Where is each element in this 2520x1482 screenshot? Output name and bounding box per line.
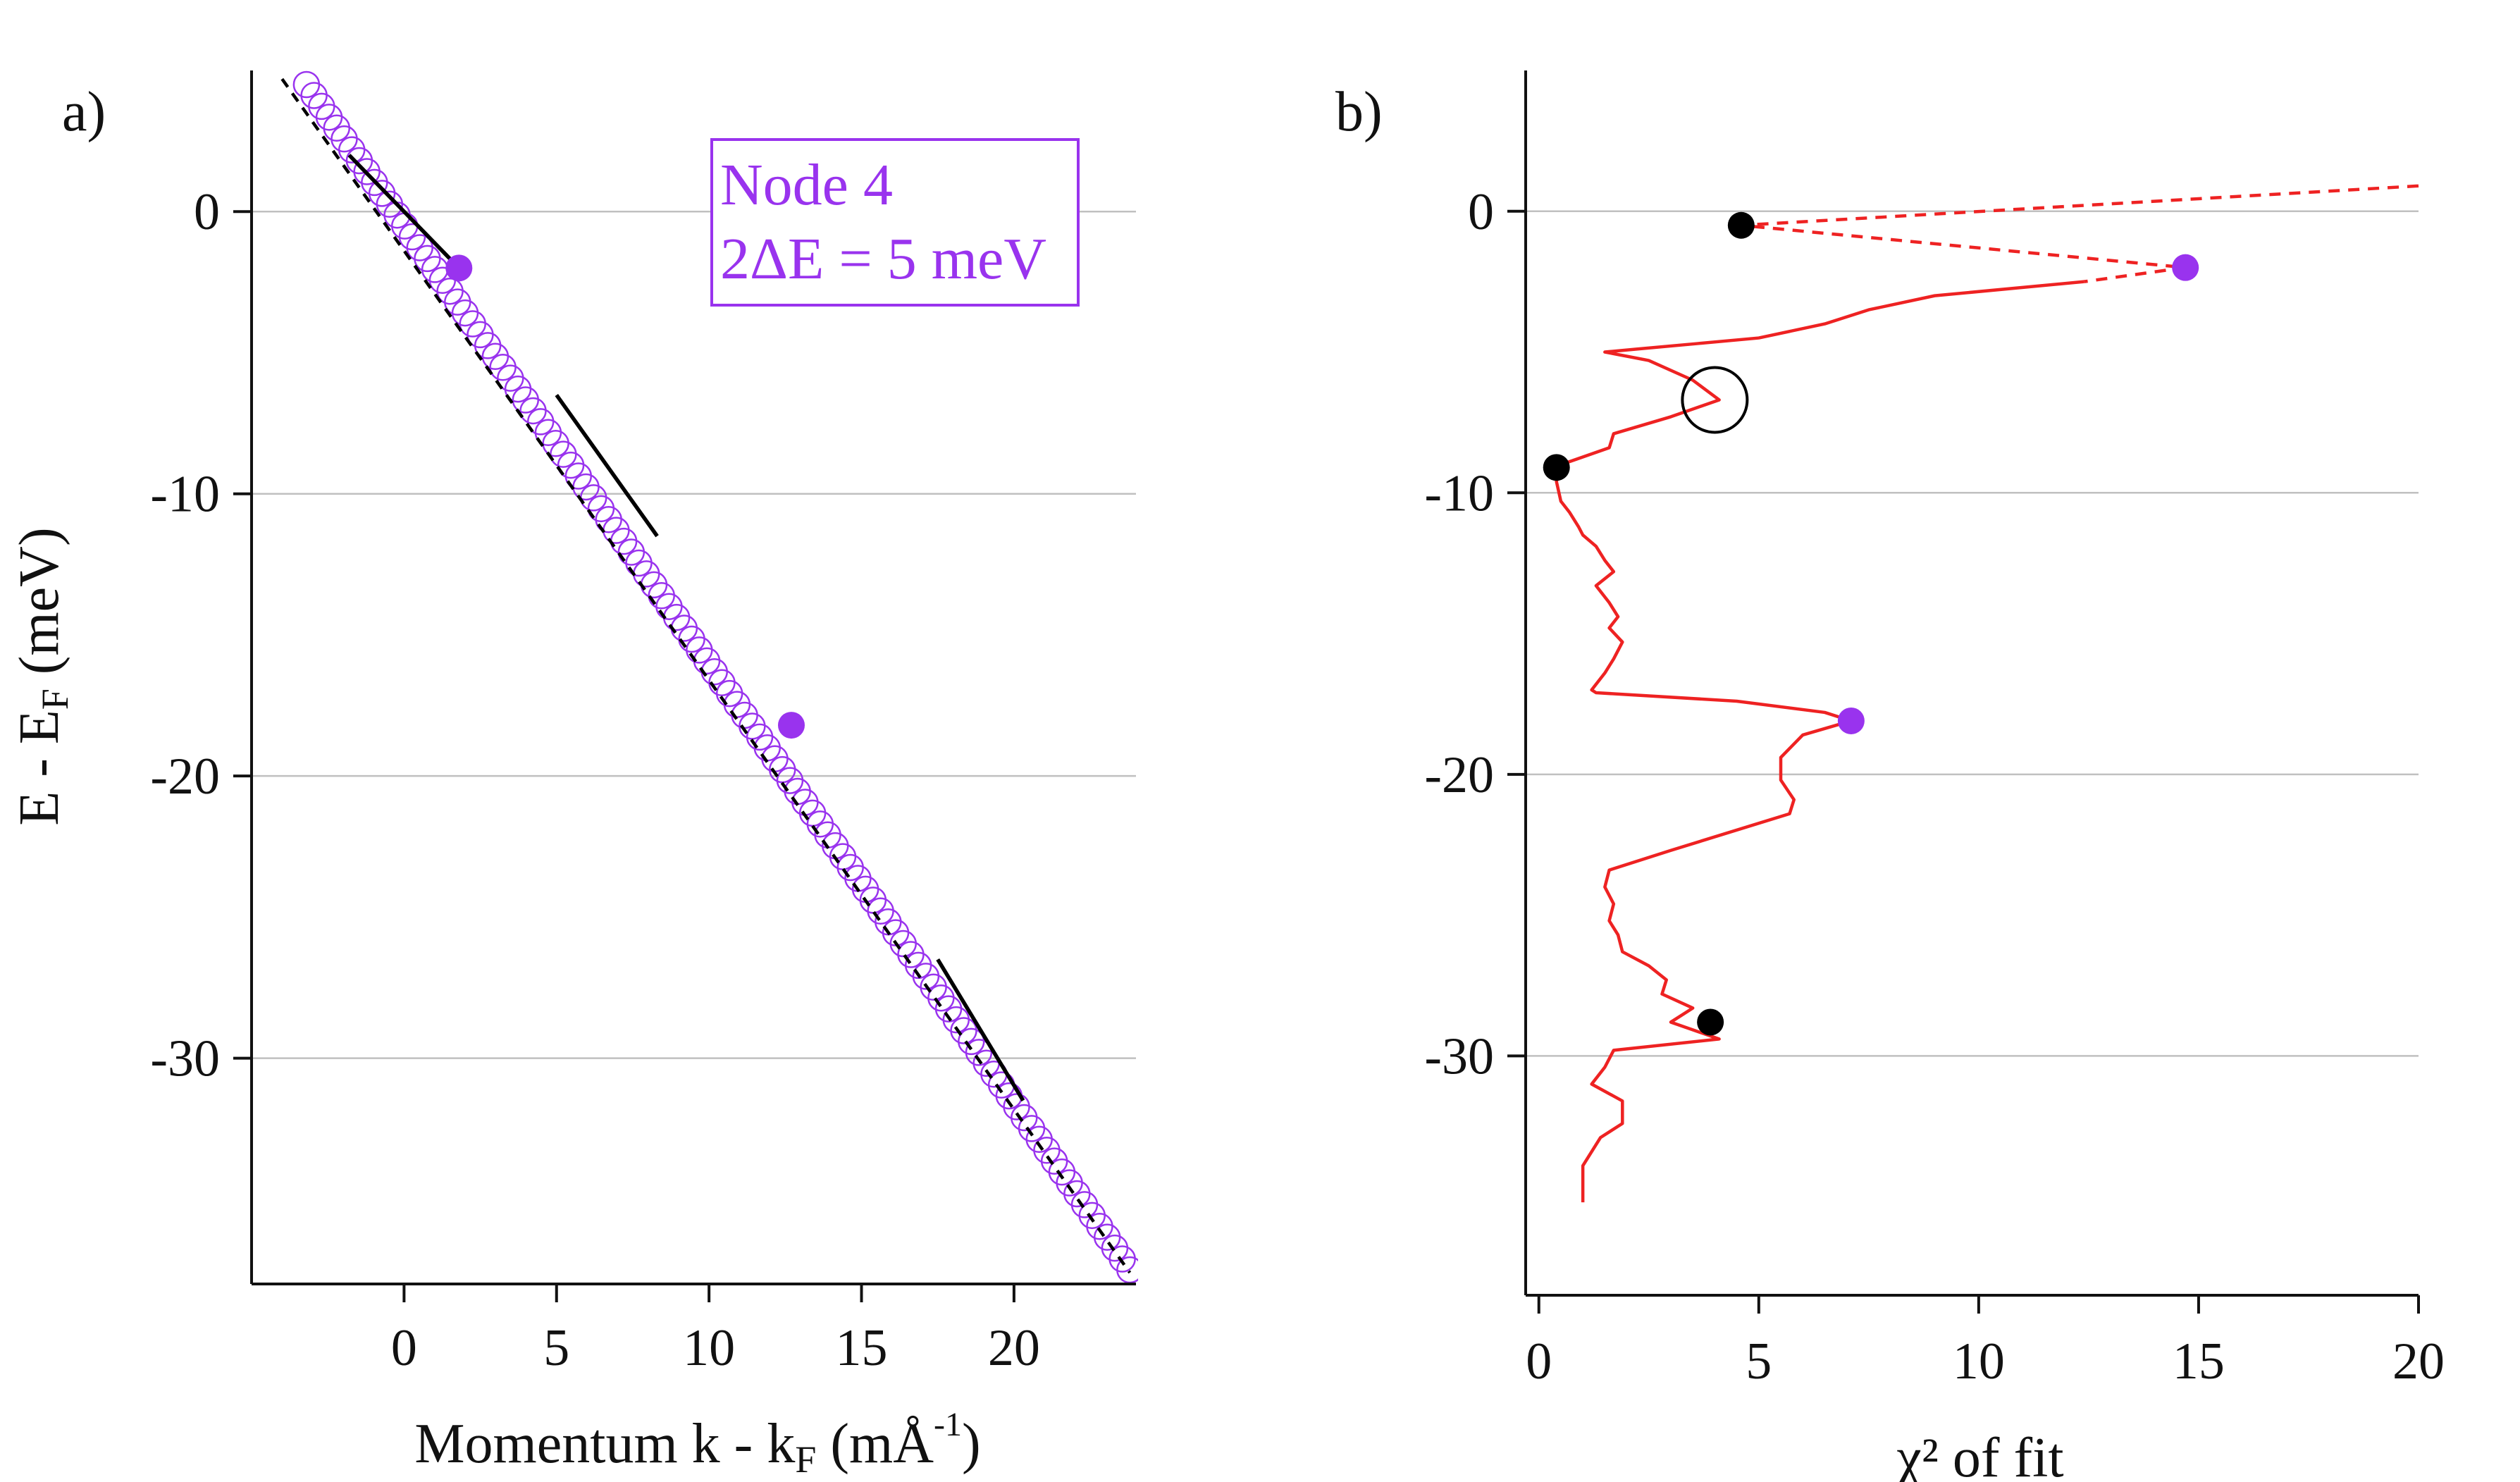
highlighted-point-1 [777, 712, 805, 739]
segment-fit-2 [936, 958, 1025, 1102]
highlighted-point-0 [445, 254, 473, 282]
black-point-0 [1727, 211, 1755, 239]
x-tick-label-b-0: 0 [1526, 1333, 1552, 1390]
purple-point-1 [1837, 707, 1865, 734]
y-tick-label-a--20: -20 [150, 748, 220, 805]
panel-b-axes [1524, 70, 2419, 1297]
x-tick-label-b-10: 10 [1953, 1333, 2005, 1390]
panel-b-gridlines [1526, 210, 2419, 1057]
y-tick-label-a--10: -10 [150, 466, 220, 524]
panel-b-marks [1543, 184, 2419, 1203]
highlighted-minimum-circle [1681, 366, 1749, 434]
x-tick-label-b-15: 15 [2173, 1333, 2225, 1390]
x-tick-label-a-5: 5 [543, 1319, 569, 1377]
x-tick-label-a-20: 20 [988, 1319, 1040, 1377]
open-marker [1116, 1256, 1138, 1284]
panel-a: 0 5 10 15 20 0 -10 -20 -30 a) Momentum k - kF (m… [8, 70, 1138, 1481]
y-tick-label-b--20: -20 [1424, 746, 1494, 804]
purple-point-0 [2172, 254, 2199, 281]
panel-a-label: a) [62, 81, 106, 143]
y-tick-label-a--30: -30 [150, 1030, 220, 1088]
black-point-1 [1543, 454, 1570, 481]
panel-a-y-axis-label: E - EF (meV) [8, 527, 76, 825]
chi2-dashed-line [1741, 184, 2419, 283]
x-tick-label-b-5: 5 [1746, 1333, 1772, 1390]
panel-b: 0 5 10 15 20 0 -10 -20 -30 b) χ² of fit [1335, 70, 2445, 1482]
panel-b-label: b) [1335, 81, 1383, 143]
panel-a-x-axis-label: Momentum k - kF (mÅ-1) [414, 1406, 980, 1481]
black-point-2 [1697, 1008, 1724, 1036]
segment-fit-0 [347, 154, 461, 270]
x-tick-label-a-0: 0 [391, 1319, 417, 1377]
x-tick-label-a-10: 10 [683, 1319, 735, 1377]
legend-box: Node 4 2ΔE = 5 meV [710, 138, 1080, 307]
y-tick-label-b--30: -30 [1424, 1027, 1494, 1085]
panel-a-ticks: 0 5 10 15 20 0 -10 -20 -30 [150, 183, 1040, 1377]
y-tick-label-b-0: 0 [1468, 183, 1494, 241]
panel-b-ticks: 0 5 10 15 20 0 -10 -20 -30 [1424, 183, 2445, 1390]
segment-fit-1 [555, 393, 659, 538]
panel-a-axes [250, 70, 1136, 1285]
dashed-fit-line [280, 78, 1132, 1274]
panel-a-marks [280, 70, 1138, 1284]
x-tick-label-b-20: 20 [2392, 1333, 2445, 1390]
y-tick-label-b--10: -10 [1424, 464, 1494, 522]
chi2-line [1555, 280, 2084, 1203]
legend-gap-label: 2ΔE = 5 meV [720, 226, 1046, 292]
panel-a-gridlines [252, 210, 1136, 1059]
panel-b-x-axis-label: χ² of fit [1896, 1427, 2063, 1482]
legend-node-label: Node 4 [720, 152, 893, 218]
x-tick-label-a-15: 15 [836, 1319, 888, 1377]
y-tick-label-a-0: 0 [194, 183, 220, 241]
